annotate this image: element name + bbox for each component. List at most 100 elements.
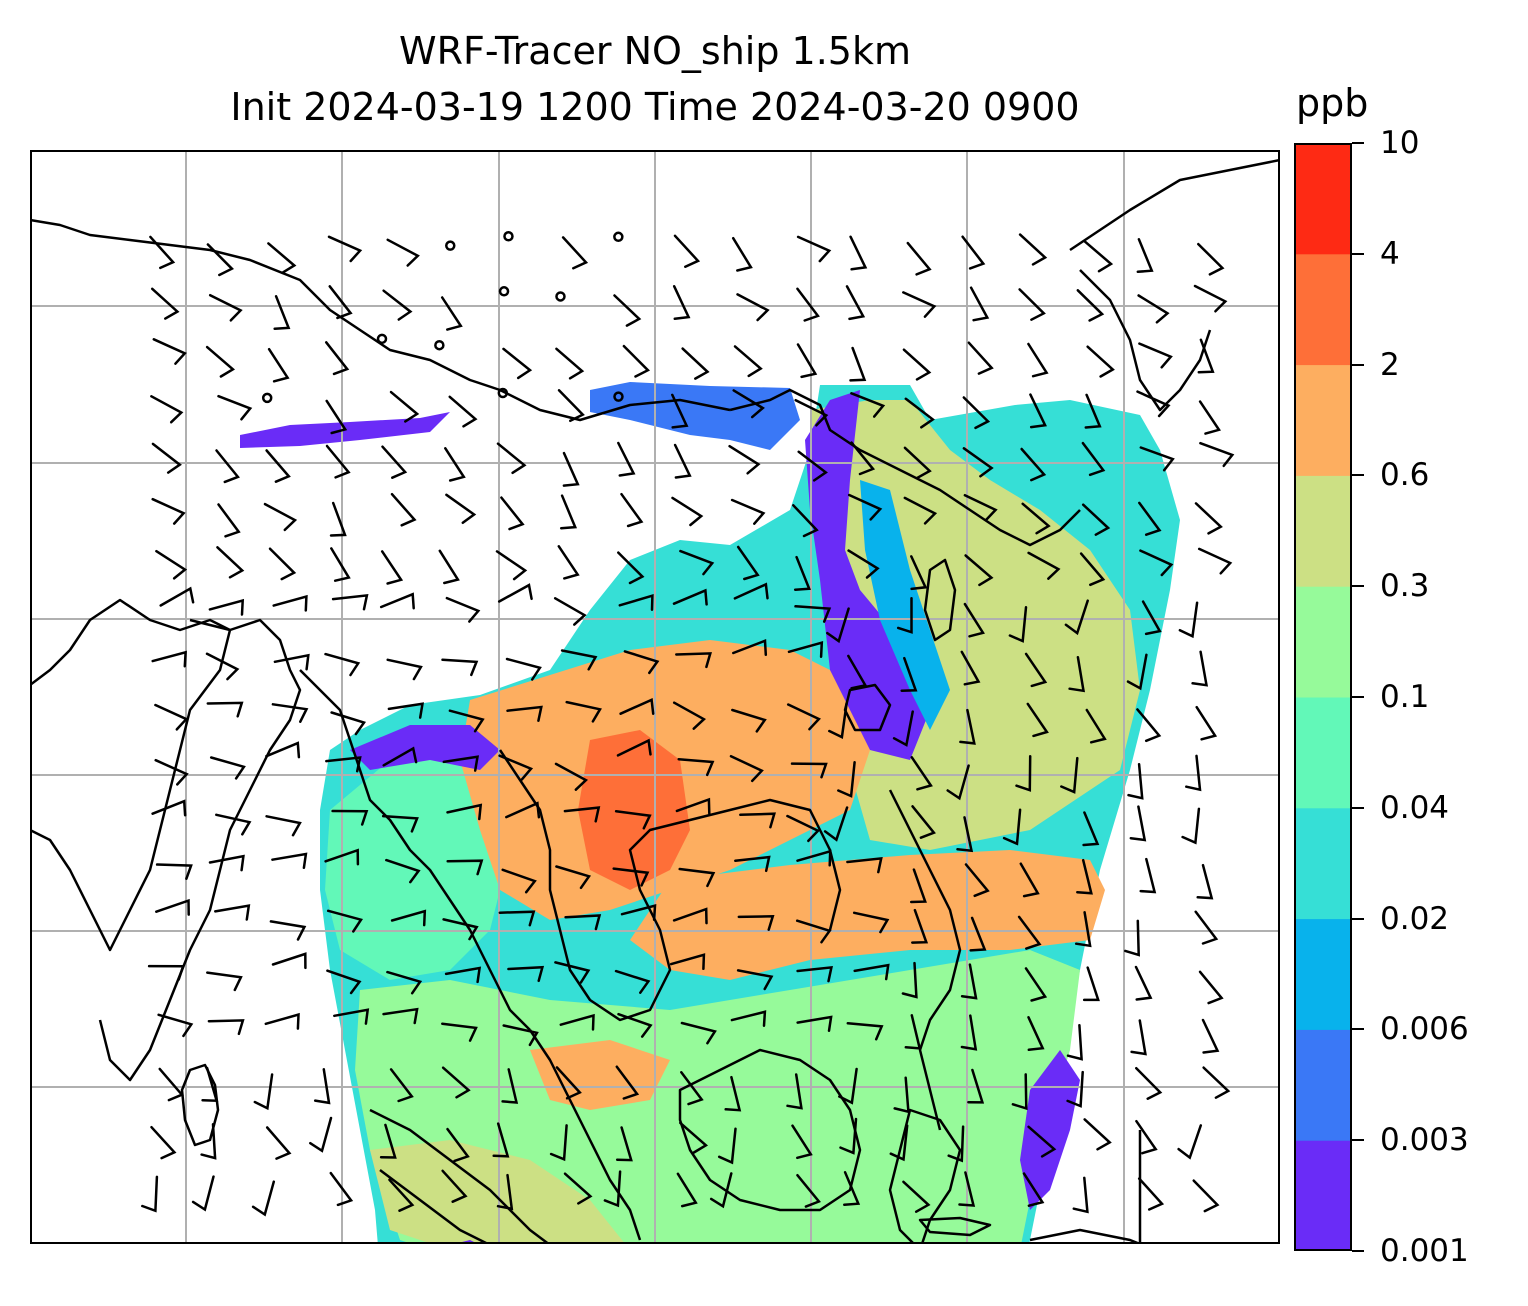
colorbar-segment (1294, 253, 1352, 366)
colorbar-segment (1294, 1140, 1352, 1251)
wind-barb (1011, 1073, 1028, 1111)
colorbar-segment (1294, 364, 1352, 476)
wind-barb (1081, 441, 1106, 477)
colorbar-tick-mark (1352, 252, 1364, 255)
wind-barb (155, 863, 193, 880)
wind-barb (386, 970, 423, 995)
wind-barb (444, 447, 466, 482)
wind-barb (151, 650, 187, 668)
wind-barb (441, 1022, 478, 1042)
wind-barb (381, 814, 419, 833)
wind-barb (206, 971, 243, 992)
wind-barb (554, 762, 589, 791)
colorbar-tick-label: 4 (1380, 235, 1400, 272)
wind-barb (617, 551, 645, 585)
wind-barb (1194, 910, 1219, 945)
wind-barb (681, 347, 710, 380)
wind-barb (263, 502, 298, 532)
wind-barb (445, 596, 481, 623)
wind-barb (502, 1024, 539, 1047)
colorbar-tick-label: 0.001 (1380, 1233, 1469, 1269)
wind-barb (896, 596, 913, 634)
wind-barb (902, 291, 937, 318)
wind-barb (390, 909, 427, 927)
wind-barb (216, 546, 245, 579)
wind-barb (555, 865, 592, 890)
wind-barb (731, 236, 753, 272)
field-east-low (1020, 1050, 1080, 1210)
wind-barb (333, 1008, 370, 1025)
colorbar-tick-label: 0.1 (1380, 679, 1430, 715)
field-north-strip (590, 382, 800, 450)
wind-barb (326, 909, 363, 933)
wind-barb (1137, 1177, 1165, 1211)
wind-barb (1066, 1023, 1083, 1061)
wind-barb (1083, 1118, 1112, 1151)
wind-barb (1072, 1176, 1089, 1214)
wind-barb (507, 965, 545, 983)
wind-barb (676, 1172, 698, 1208)
wind-barb (617, 441, 636, 477)
gridlines (30, 150, 1280, 1244)
wind-barb (794, 605, 832, 623)
wind-barb (736, 969, 774, 991)
wind-barb (962, 396, 991, 430)
wind-barb (1138, 342, 1173, 369)
wind-barb (796, 1173, 821, 1208)
wind-barb (680, 1021, 717, 1045)
wind-barb (1202, 1066, 1231, 1099)
wind-barb (324, 652, 361, 677)
wind-barb (838, 1067, 858, 1105)
wind-barb (506, 705, 543, 722)
wind-barb (796, 849, 832, 867)
wind-barb (1192, 1179, 1220, 1213)
wind-barb (615, 1126, 633, 1162)
wind-barb (826, 607, 850, 644)
wind-barb (1195, 705, 1218, 741)
wind-barb (962, 447, 994, 478)
wind-barb (441, 1169, 468, 1203)
wind-barb (1017, 915, 1042, 950)
wind-barb (385, 858, 421, 884)
wind-barb (963, 493, 998, 522)
wind-barb (273, 295, 291, 331)
wind-barb (328, 285, 353, 320)
wind-barb (330, 711, 367, 736)
wind-barb (791, 1124, 813, 1160)
coastline-borneo (678, 1048, 862, 1212)
wind-barb (1024, 967, 1048, 1002)
wind-barb (217, 503, 241, 538)
wind-barb (1079, 552, 1106, 587)
wind-barb (679, 549, 715, 576)
wind-barb (958, 1171, 976, 1207)
wind-barb (672, 285, 691, 321)
wind-barb (380, 550, 404, 585)
wind-barb (893, 1076, 910, 1114)
wind-barb (388, 1178, 415, 1212)
wind-barb (1177, 1124, 1203, 1160)
map-title-line-2: Init 2024-03-19 1200 Time 2024-03-20 090… (230, 85, 1080, 129)
wind-barb (1136, 708, 1162, 743)
colorbar-tick-mark (1352, 806, 1364, 809)
wind-barb (1201, 1018, 1220, 1054)
wind-barb (1199, 441, 1235, 468)
coastline-indochina (498, 749, 842, 1022)
wind-barb (843, 1171, 861, 1207)
wind-barb (382, 746, 418, 767)
wind-barb (151, 497, 186, 525)
wind-barb (846, 856, 883, 874)
wind-barb (900, 656, 918, 692)
wind-barb (728, 444, 761, 475)
wind-barb (796, 965, 833, 983)
wind-barb (389, 390, 420, 423)
wind-barb (150, 1125, 177, 1160)
wind-barb (325, 756, 362, 773)
wind-barb (1068, 655, 1086, 693)
wind-barb (797, 450, 828, 482)
wind-barb (828, 702, 848, 739)
wind-barb (1074, 911, 1092, 948)
wind-barb (1085, 708, 1107, 744)
wind-barb (557, 545, 580, 580)
wind-barb (904, 397, 935, 429)
wind-barb (438, 549, 460, 585)
